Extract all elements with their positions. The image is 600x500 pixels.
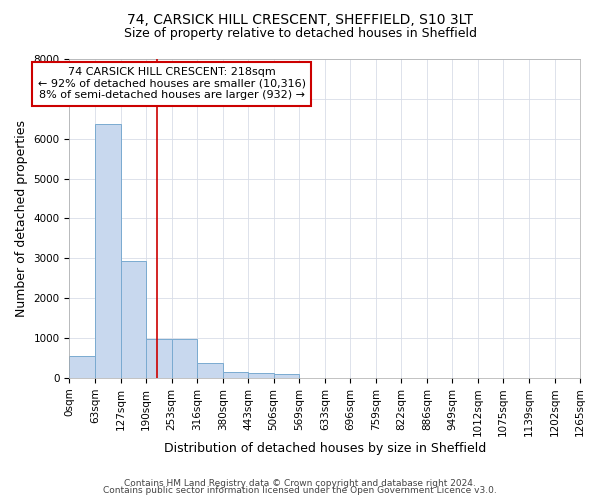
Y-axis label: Number of detached properties: Number of detached properties (15, 120, 28, 317)
Bar (70, 356, 95, 378)
X-axis label: Distribution of detached houses by size in Sheffield: Distribution of detached houses by size … (164, 442, 486, 455)
Text: 74 CARSICK HILL CRESCENT: 218sqm
← 92% of detached houses are smaller (10,316)
8: 74 CARSICK HILL CRESCENT: 218sqm ← 92% o… (38, 67, 305, 100)
Text: Size of property relative to detached houses in Sheffield: Size of property relative to detached ho… (124, 28, 476, 40)
Bar (146, 339, 172, 378)
Text: Contains public sector information licensed under the Open Government Licence v3: Contains public sector information licen… (103, 486, 497, 495)
Bar (172, 339, 197, 378)
Bar (223, 372, 248, 378)
Bar (121, 261, 146, 378)
Bar (197, 363, 223, 378)
Text: 74, CARSICK HILL CRESCENT, SHEFFIELD, S10 3LT: 74, CARSICK HILL CRESCENT, SHEFFIELD, S1… (127, 12, 473, 26)
Bar (248, 373, 274, 378)
Text: Contains HM Land Registry data © Crown copyright and database right 2024.: Contains HM Land Registry data © Crown c… (124, 478, 476, 488)
Bar (274, 374, 299, 378)
Bar (95, 124, 121, 378)
